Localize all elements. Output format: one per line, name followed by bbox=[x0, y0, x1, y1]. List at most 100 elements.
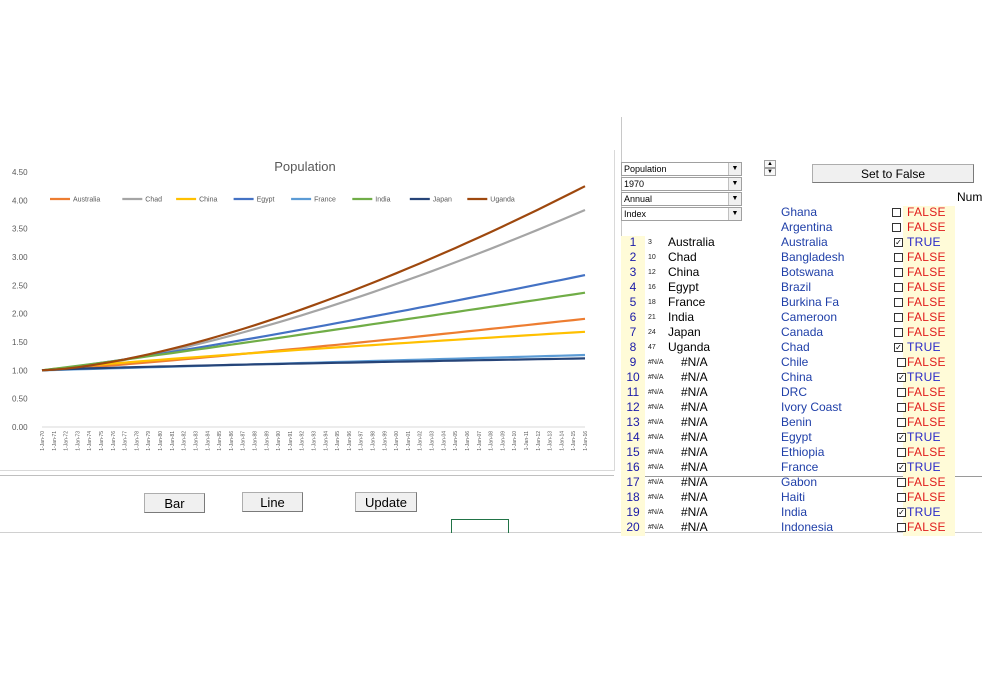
selected-country-name: #N/A bbox=[681, 430, 708, 444]
country-name: France bbox=[781, 460, 819, 474]
update-button[interactable]: Update bbox=[355, 492, 417, 512]
selected-country-name: China bbox=[668, 265, 700, 279]
selected-cell[interactable] bbox=[451, 519, 509, 533]
rank-number: 6 bbox=[629, 310, 637, 324]
line-button[interactable]: Line bbox=[242, 492, 303, 512]
checkbox-icon[interactable] bbox=[894, 283, 903, 292]
country-code: 24 bbox=[648, 329, 656, 336]
x-tick-label: 1-Jan-12 bbox=[536, 431, 542, 451]
x-tick-label: 1-Jan-90 bbox=[276, 431, 282, 451]
y-tick-label: 2.50 bbox=[12, 281, 28, 290]
spinner-down-icon[interactable]: ▼ bbox=[764, 168, 776, 176]
selected-country-name: France bbox=[668, 295, 706, 309]
checkbox-icon[interactable]: ✓ bbox=[894, 238, 903, 247]
country-code: 18 bbox=[648, 299, 656, 306]
table-row: Argentina FALSE bbox=[0, 220, 982, 235]
bar-button[interactable]: Bar bbox=[144, 493, 205, 513]
table-row: 1 3 Australia Australia ✓ TRUE bbox=[0, 235, 982, 250]
population-chart[interactable]: Population 0.00 0.50 1.00 1.50 2.00 2.50 3.00 3.… bbox=[0, 150, 615, 471]
rank-number: 17 bbox=[626, 475, 640, 489]
flag-column bbox=[903, 206, 955, 536]
checkbox-icon[interactable] bbox=[894, 313, 903, 322]
x-tick-label: 1-Jan-16 bbox=[583, 431, 589, 451]
spinner-up-icon[interactable]: ▲ bbox=[764, 160, 776, 168]
selected-country-name: Japan bbox=[668, 325, 701, 339]
checkbox-icon[interactable] bbox=[897, 478, 906, 487]
checkbox-icon[interactable]: ✓ bbox=[897, 508, 906, 517]
x-tick-label: 1-Jan-96 bbox=[347, 431, 353, 451]
table-row: 15 #N/A #N/A Ethiopia FALSE bbox=[0, 445, 982, 460]
selected-country-name: #N/A bbox=[681, 385, 708, 399]
metric-dropdown[interactable]: Population ▼ bbox=[621, 162, 742, 176]
checkbox-icon[interactable]: ✓ bbox=[897, 463, 906, 472]
checkbox-icon[interactable] bbox=[894, 253, 903, 262]
flag-value: FALSE bbox=[907, 400, 946, 414]
set-to-false-button[interactable]: Set to False bbox=[812, 164, 974, 183]
rank-number: 13 bbox=[626, 415, 640, 429]
year-dropdown[interactable]: 1970 ▼ bbox=[621, 177, 742, 191]
country-name: DRC bbox=[781, 385, 807, 399]
checkbox-icon[interactable] bbox=[897, 523, 906, 532]
mode-dropdown[interactable]: Index ▼ bbox=[621, 207, 742, 221]
legend-entry-france: France bbox=[314, 197, 336, 204]
flag-value: FALSE bbox=[907, 415, 946, 429]
x-tick-label: 1-Jan-75 bbox=[99, 431, 105, 451]
table-row: 8 47 Uganda Chad ✓ TRUE bbox=[0, 340, 982, 355]
checkbox-icon[interactable] bbox=[897, 358, 906, 367]
series-line-china bbox=[41, 330, 586, 372]
dropdown-arrow-icon[interactable]: ▼ bbox=[728, 163, 741, 175]
x-tick-label: 1-Jan-93 bbox=[312, 431, 318, 451]
table-row: 7 24 Japan Canada FALSE bbox=[0, 325, 982, 340]
flag-value: FALSE bbox=[907, 490, 946, 504]
flag-value: TRUE bbox=[907, 430, 941, 444]
country-code: #N/A bbox=[648, 389, 664, 396]
x-tick-label: 1-Jan-78 bbox=[134, 431, 140, 451]
legend-entry-china: China bbox=[199, 197, 217, 204]
x-tick-label: 1-Jan-13 bbox=[548, 431, 554, 451]
rank-number: 11 bbox=[626, 385, 640, 399]
x-tick-label: 1-Jan-80 bbox=[158, 431, 164, 451]
checkbox-icon[interactable] bbox=[897, 388, 906, 397]
dropdown-arrow-icon[interactable]: ▼ bbox=[728, 193, 741, 205]
table-row: 14 #N/A #N/A Egypt ✓ TRUE bbox=[0, 430, 982, 445]
checkbox-icon[interactable] bbox=[894, 298, 903, 307]
checkbox-icon[interactable] bbox=[897, 448, 906, 457]
flag-value: FALSE bbox=[907, 250, 946, 264]
x-tick-label: 1-Jan-97 bbox=[359, 431, 365, 451]
checkbox-icon[interactable] bbox=[897, 403, 906, 412]
checkbox-icon[interactable]: ✓ bbox=[894, 343, 903, 352]
checkbox-icon[interactable] bbox=[894, 268, 903, 277]
country-code: #N/A bbox=[648, 479, 664, 486]
country-name: Ghana bbox=[781, 205, 818, 219]
selected-country-name: #N/A bbox=[681, 460, 708, 474]
table-row: 16 #N/A #N/A France ✓ TRUE bbox=[0, 460, 982, 475]
table-row: 19 #N/A #N/A India ✓ TRUE bbox=[0, 505, 982, 520]
country-code: #N/A bbox=[648, 404, 664, 411]
x-tick-label: 1-Jan-15 bbox=[571, 431, 577, 451]
x-tick-label: 1-Jan-01 bbox=[406, 431, 412, 451]
x-tick-label: 1-Jan-77 bbox=[123, 431, 129, 451]
selected-country-name: #N/A bbox=[681, 415, 708, 429]
checkbox-icon[interactable] bbox=[894, 328, 903, 337]
checkbox-icon[interactable] bbox=[897, 493, 906, 502]
country-code: #N/A bbox=[648, 464, 664, 471]
selected-country-name: #N/A bbox=[681, 520, 708, 534]
selected-country-name: #N/A bbox=[681, 370, 708, 384]
dropdown-arrow-icon[interactable]: ▼ bbox=[728, 178, 741, 190]
frequency-dropdown[interactable]: Annual ▼ bbox=[621, 192, 742, 206]
checkbox-icon[interactable] bbox=[892, 223, 901, 232]
country-code: #N/A bbox=[648, 434, 664, 441]
country-name: Haiti bbox=[781, 490, 806, 504]
country-name: Botswana bbox=[781, 265, 834, 279]
dropdown-arrow-icon[interactable]: ▼ bbox=[728, 208, 741, 220]
x-tick-label: 1-Jan-95 bbox=[335, 431, 341, 451]
x-tick-label: 1-Jan-86 bbox=[229, 431, 235, 451]
checkbox-icon[interactable] bbox=[897, 418, 906, 427]
table-row: 4 16 Egypt Brazil FALSE bbox=[0, 280, 982, 295]
checkbox-icon[interactable]: ✓ bbox=[897, 373, 906, 382]
checkbox-icon[interactable] bbox=[892, 208, 901, 217]
flag-value: FALSE bbox=[907, 265, 946, 279]
country-name: China bbox=[781, 370, 813, 384]
checkbox-icon[interactable]: ✓ bbox=[897, 433, 906, 442]
rank-number: 12 bbox=[626, 400, 640, 414]
